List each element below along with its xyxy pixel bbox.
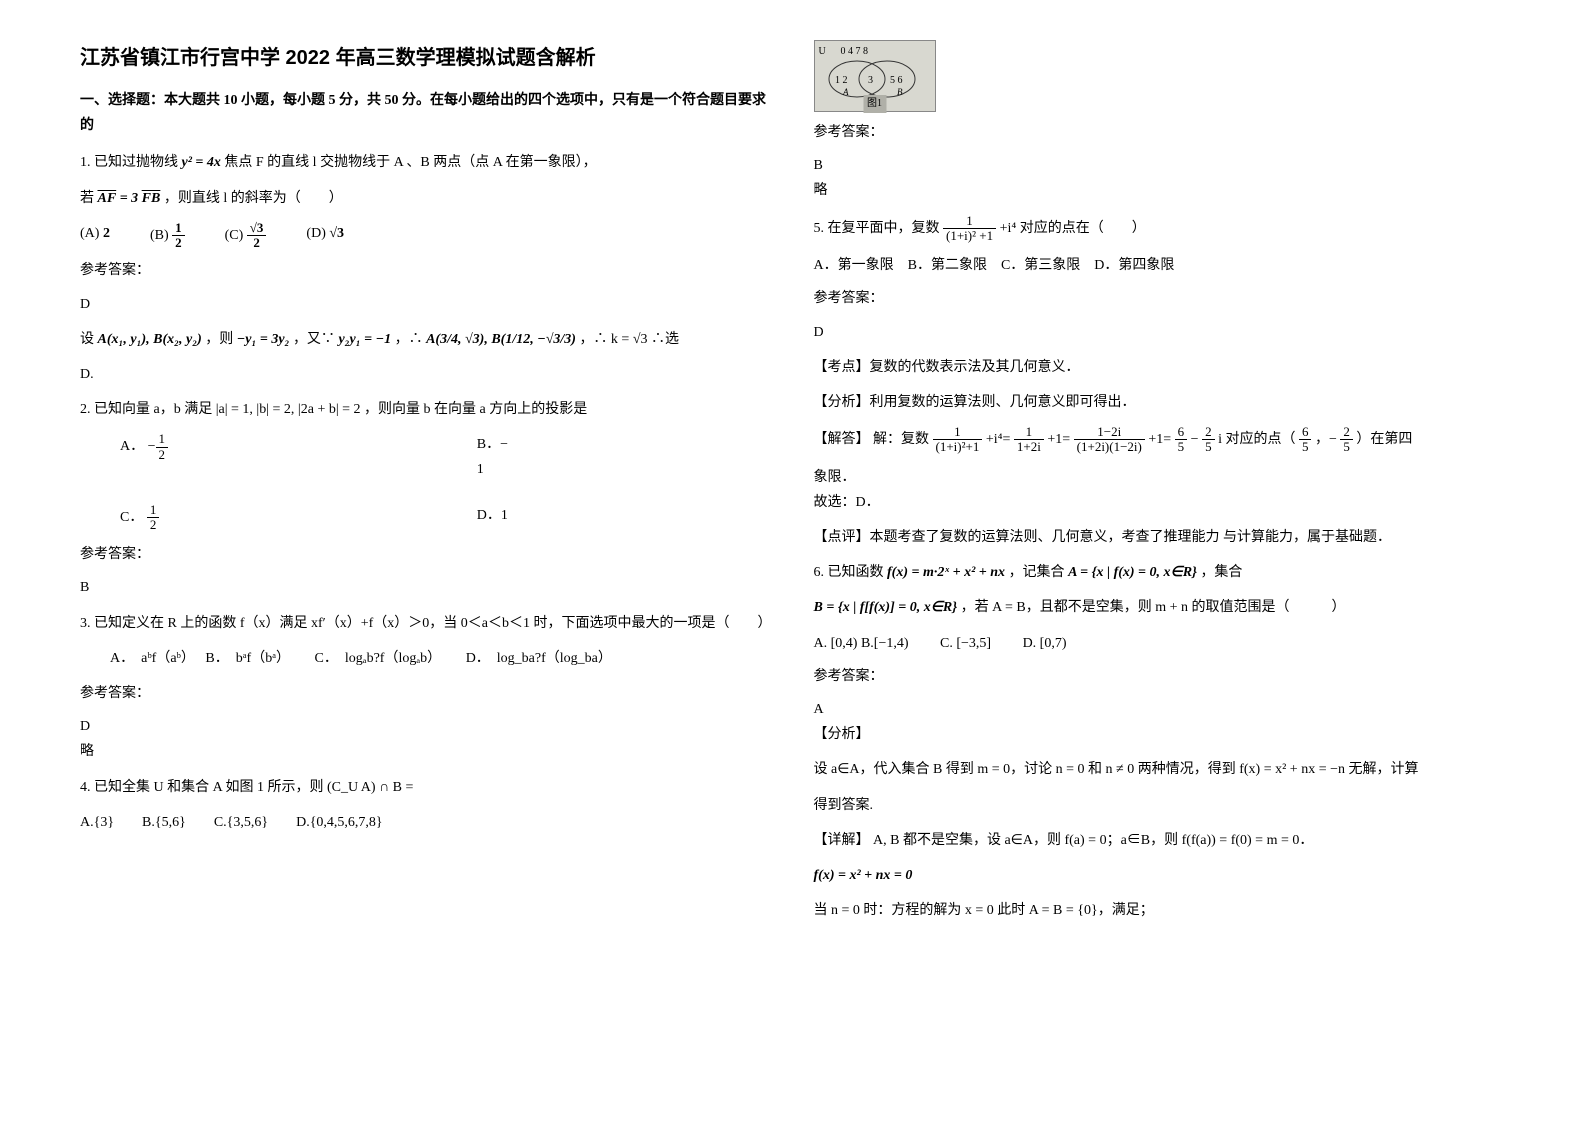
q4-answer-label: 参考答案：	[814, 120, 1508, 145]
svg-text:5 6: 5 6	[890, 75, 903, 86]
question-1: 1. 已知过抛物线 y² = 4x 焦点 F 的直线 l 交抛物线于 A 、B …	[80, 150, 774, 175]
q4-answer: B	[814, 153, 1508, 178]
q1-stem: 1. 已知过抛物线	[80, 155, 182, 170]
q1-eq: y² = 4x	[182, 155, 221, 170]
q4-options: A.{3} B.{5,6} C.{3,5,6} D.{0,4,5,6,7,8}	[80, 810, 774, 835]
q1-eq2: = 3	[120, 191, 138, 206]
question-5: 5. 在复平面中，复数 1(1+i)² +1 +i⁴ 对应的点在（ ）	[814, 214, 1508, 244]
venn-diagram: U 0 4 7 8 1 2 3 5 6 A B 图1	[814, 40, 936, 112]
q5-dp: 【点评】本题考查了复数的运算法则、几何意义，考查了推理能力 与计算能力，属于基础…	[814, 525, 1508, 550]
question-1b: 若 AF = 3 FB ，则直线 l 的斜率为（ ）	[80, 186, 774, 211]
q2-answer: B	[80, 575, 774, 600]
q2-opt-a: A． −12	[120, 432, 417, 482]
q5-jd6: 故选：D．	[814, 490, 1508, 515]
q1-answer-label: 参考答案：	[80, 258, 774, 283]
q5-fx: 【分析】利用复数的运算法则、几何意义即可得出．	[814, 390, 1508, 415]
q2-opt-c: C． 12	[120, 503, 417, 533]
q1-sol-end: D.	[80, 362, 774, 387]
section-header: 一、选择题：本大题共 10 小题，每小题 5 分，共 50 分。在每小题给出的四…	[80, 88, 774, 138]
q6-answer: A	[814, 697, 1508, 722]
svg-text:B: B	[897, 87, 903, 97]
q6-answer-label: 参考答案：	[814, 664, 1508, 689]
q6-fx2: 得到答案.	[814, 793, 1508, 818]
q6-options: A. [0,4) B.[−1,4) C. [−3,5] D. [0,7)	[814, 631, 1508, 656]
svg-text:3: 3	[868, 75, 873, 86]
svg-text:1 2: 1 2	[835, 75, 848, 86]
q3-options: A． aᵇf（aᵇ） B． bᵃf（bᵃ） C． logₐb?f（logₐb） …	[80, 646, 774, 671]
q6-eq4: f(x) = x² + nx = 0	[814, 863, 1508, 888]
q2-options: A． −12 B．−1 C． 12 D．1	[120, 432, 774, 532]
q3-brief: 略	[80, 739, 774, 764]
q6-xj: 【详解】 A, B 都不是空集，设 a∈A，则 f(a) = 0；a∈B，则 f…	[814, 828, 1508, 853]
q5-answer-label: 参考答案：	[814, 286, 1508, 311]
q2-opt-b: B．−1	[477, 432, 774, 482]
svg-text:A: A	[842, 87, 849, 97]
q2-answer-label: 参考答案：	[80, 542, 774, 567]
q3-answer-label: 参考答案：	[80, 681, 774, 706]
q1-options: (A) 2 (B) 12 (C) √32 (D) √3	[80, 221, 774, 251]
q5-options: A．第一象限 B．第二象限 C．第三象限 D．第四象限	[814, 253, 1508, 278]
q3-answer: D	[80, 714, 774, 739]
q5-jd: 【解答】 解：复数 1(1+i)²+1 +i⁴= 11+2i +1= 1−2i(…	[814, 425, 1508, 455]
q6-fx-label: 【分析】	[814, 722, 1508, 747]
q1-fb: FB	[142, 191, 161, 206]
q2-opt-d: D．1	[477, 503, 774, 533]
q1-opt-c: (C) √32	[225, 221, 267, 251]
question-6b: B = {x | f[f(x)] = 0, x∈R} ，若 A = B，且都不是…	[814, 595, 1508, 620]
right-column: U 0 4 7 8 1 2 3 5 6 A B 图1 参考答案： B 略 5. …	[814, 40, 1508, 933]
q1-opt-a: (A) 2	[80, 221, 110, 251]
q6-fx1: 设 a∈A，代入集合 B 得到 m = 0，讨论 n = 0 和 n ≠ 0 两…	[814, 757, 1508, 782]
q5-jd5: 象限．	[814, 465, 1508, 490]
q1-stem4: ，则直线 l 的斜率为（ ）	[164, 191, 343, 206]
left-column: 江苏省镇江市行宫中学 2022 年高三数学理模拟试题含解析 一、选择题：本大题共…	[80, 40, 774, 933]
question-2: 2. 已知向量 a，b 满足 |a| = 1, |b| = 2, |2a + b…	[80, 397, 774, 422]
q5-answer: D	[814, 320, 1508, 345]
question-3: 3. 已知定义在 R 上的函数 f（x）满足 xf′（x）+f（x）＞0，当 0…	[80, 611, 774, 636]
question-4: 4. 已知全集 U 和集合 A 如图 1 所示，则 (C_U A) ∩ B =	[80, 775, 774, 800]
q6-xj2: 当 n = 0 时：方程的解为 x = 0 此时 A = B = {0}，满足；	[814, 898, 1508, 923]
q5-kd: 【考点】复数的代数表示法及其几何意义．	[814, 355, 1508, 380]
q1-answer: D	[80, 292, 774, 317]
q4-brief: 略	[814, 178, 1508, 203]
page-title: 江苏省镇江市行宫中学 2022 年高三数学理模拟试题含解析	[80, 40, 774, 76]
q1-opt-d: (D) √3	[306, 221, 344, 251]
question-6: 6. 已知函数 f(x) = m·2ˣ + x² + nx ，记集合 A = {…	[814, 560, 1508, 585]
q1-solution: 设 A(x₁, y₁), B(x₂, y₂) ，则 −y₁ = 3y₂ ，又∵ …	[80, 327, 774, 352]
q1-stem3: 若	[80, 191, 98, 206]
q1-opt-b: (B) 12	[150, 221, 185, 251]
q1-stem2: 焦点 F 的直线 l 交抛物线于 A 、B 两点（点 A 在第一象限），	[224, 155, 596, 170]
q1-af: AF	[98, 191, 117, 206]
